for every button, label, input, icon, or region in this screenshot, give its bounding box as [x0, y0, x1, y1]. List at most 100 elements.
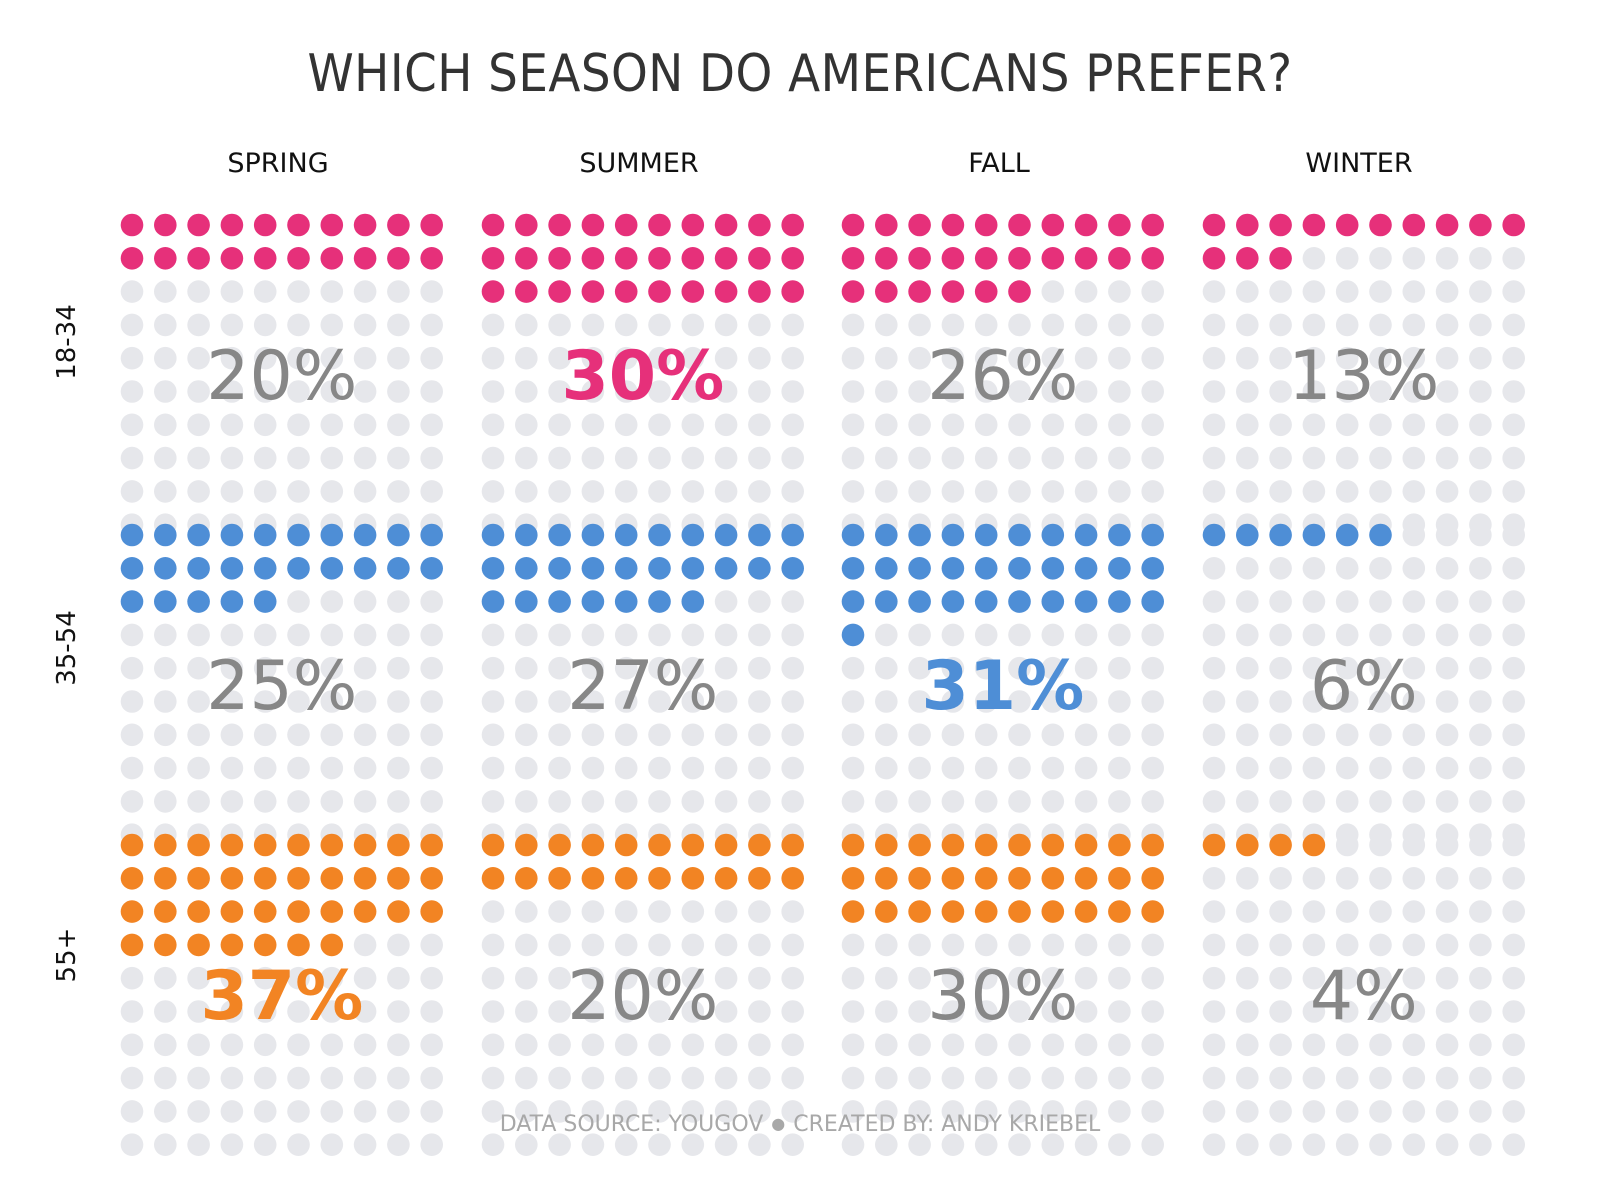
filled-dot	[582, 247, 605, 270]
empty-dot	[1469, 900, 1492, 923]
empty-dot	[1403, 867, 1426, 890]
empty-dot	[908, 414, 931, 437]
filled-dot	[387, 834, 410, 857]
filled-dot	[420, 524, 443, 547]
empty-dot	[1236, 724, 1259, 747]
empty-dot	[1436, 557, 1459, 580]
filled-dot	[1141, 247, 1164, 270]
empty-dot	[1469, 347, 1492, 370]
empty-dot	[1203, 690, 1226, 713]
empty-dot	[121, 314, 144, 337]
empty-dot	[842, 1034, 865, 1057]
empty-dot	[321, 447, 344, 470]
empty-dot	[1502, 347, 1525, 370]
empty-dot	[1303, 557, 1326, 580]
filled-dot	[221, 247, 244, 270]
empty-dot	[420, 280, 443, 303]
empty-dot	[354, 724, 377, 747]
empty-dot	[1469, 834, 1492, 857]
empty-dot	[842, 790, 865, 813]
empty-dot	[187, 757, 210, 780]
empty-dot	[1042, 1034, 1065, 1057]
empty-dot	[1336, 934, 1359, 957]
empty-dot	[1203, 757, 1226, 780]
empty-dot	[221, 1067, 244, 1090]
empty-dot	[1336, 1034, 1359, 1057]
empty-dot	[1141, 934, 1164, 957]
footer-credit: CREATED BY: ANDY KRIEBEL	[793, 1112, 1100, 1137]
filled-dot	[781, 867, 804, 890]
empty-dot	[1502, 447, 1525, 470]
empty-dot	[515, 380, 538, 403]
empty-dot	[615, 480, 638, 503]
empty-dot	[715, 900, 738, 923]
empty-dot	[387, 690, 410, 713]
filled-dot	[1236, 834, 1259, 857]
empty-dot	[648, 757, 671, 780]
filled-dot	[1008, 524, 1031, 547]
filled-dot	[715, 247, 738, 270]
filled-dot	[154, 900, 177, 923]
empty-dot	[1436, 757, 1459, 780]
filled-dot	[748, 280, 771, 303]
percent-label-55-plus-summer: 20%	[567, 957, 718, 1036]
empty-dot	[1369, 1067, 1392, 1090]
empty-dot	[748, 590, 771, 613]
empty-dot	[354, 790, 377, 813]
empty-dot	[715, 934, 738, 957]
empty-dot	[482, 690, 505, 713]
empty-dot	[1369, 314, 1392, 337]
empty-dot	[1303, 590, 1326, 613]
filled-dot	[254, 524, 277, 547]
empty-dot	[1236, 447, 1259, 470]
empty-dot	[482, 624, 505, 647]
empty-dot	[648, 1034, 671, 1057]
empty-dot	[420, 414, 443, 437]
empty-dot	[748, 657, 771, 680]
filled-dot	[287, 934, 310, 957]
empty-dot	[582, 900, 605, 923]
empty-dot	[615, 934, 638, 957]
empty-dot	[942, 480, 965, 503]
empty-dot	[1075, 1067, 1098, 1090]
waffle-18-34-spring: 20%	[121, 214, 443, 536]
filled-dot	[842, 280, 865, 303]
empty-dot	[420, 757, 443, 780]
filled-dot	[975, 214, 998, 237]
empty-dot	[875, 447, 898, 470]
filled-dot	[615, 557, 638, 580]
filled-dot	[548, 280, 571, 303]
filled-dot	[221, 557, 244, 580]
empty-dot	[1336, 280, 1359, 303]
filled-dot	[548, 834, 571, 857]
filled-dot	[1203, 524, 1226, 547]
empty-dot	[1108, 657, 1131, 680]
empty-dot	[975, 447, 998, 470]
empty-dot	[1336, 834, 1359, 857]
empty-dot	[908, 1067, 931, 1090]
filled-dot	[121, 900, 144, 923]
empty-dot	[1269, 690, 1292, 713]
filled-dot	[187, 524, 210, 547]
empty-dot	[1369, 590, 1392, 613]
empty-dot	[715, 1034, 738, 1057]
empty-dot	[1436, 524, 1459, 547]
filled-dot	[515, 524, 538, 547]
empty-dot	[1075, 790, 1098, 813]
empty-dot	[1236, 624, 1259, 647]
filled-dot	[1269, 214, 1292, 237]
filled-dot	[648, 214, 671, 237]
empty-dot	[1403, 834, 1426, 857]
empty-dot	[682, 314, 705, 337]
filled-dot	[548, 557, 571, 580]
footer-credits: DATA SOURCE: YOUGOV ● CREATED BY: ANDY KRI…	[0, 1112, 1600, 1137]
filled-dot	[875, 867, 898, 890]
filled-dot	[515, 557, 538, 580]
empty-dot	[187, 280, 210, 303]
empty-dot	[1336, 447, 1359, 470]
empty-dot	[1203, 1067, 1226, 1090]
empty-dot	[615, 1034, 638, 1057]
filled-dot	[1075, 247, 1098, 270]
empty-dot	[942, 414, 965, 437]
filled-dot	[387, 247, 410, 270]
